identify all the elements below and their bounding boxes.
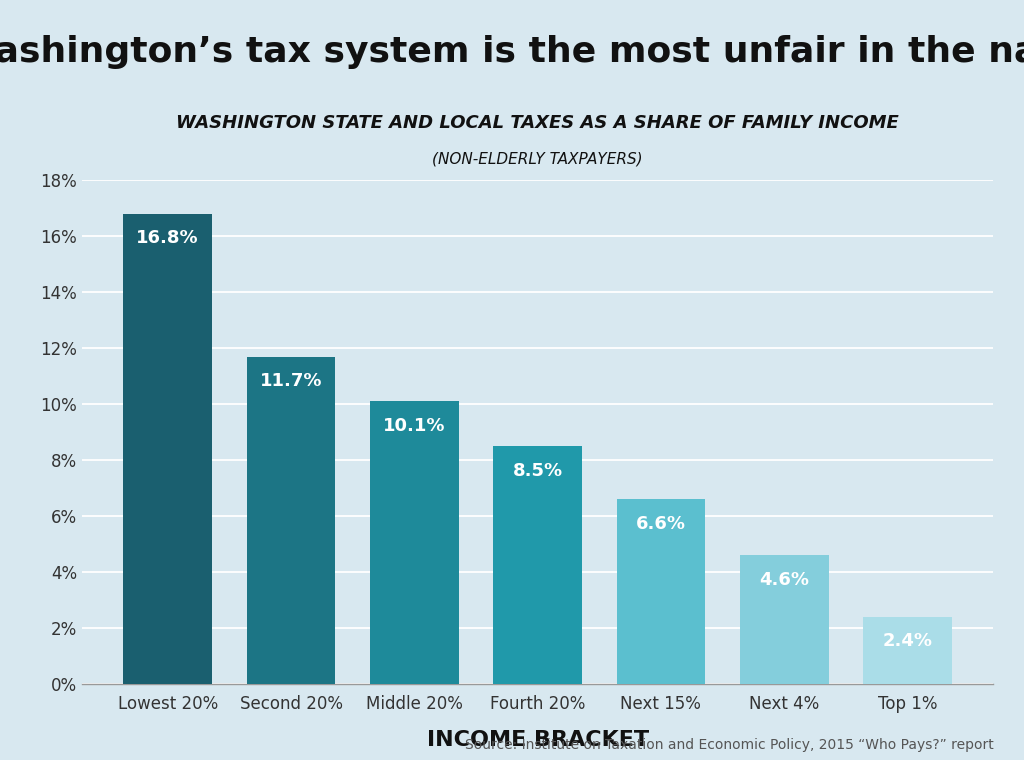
Text: 11.7%: 11.7% — [260, 372, 323, 390]
Text: 10.1%: 10.1% — [383, 416, 445, 435]
Bar — [863, 617, 952, 684]
Bar — [494, 446, 582, 684]
X-axis label: INCOME BRACKET: INCOME BRACKET — [427, 730, 648, 750]
Text: Source: Institute on Taxation and Economic Policy, 2015 “Who Pays?” report: Source: Institute on Taxation and Econom… — [465, 739, 993, 752]
Bar — [123, 214, 212, 684]
Bar — [739, 556, 828, 684]
Text: WASHINGTON STATE AND LOCAL TAXES AS A SHARE OF FAMILY INCOME: WASHINGTON STATE AND LOCAL TAXES AS A SH… — [176, 114, 899, 132]
Text: 6.6%: 6.6% — [636, 515, 686, 533]
Text: (NON-ELDERLY TAXPAYERS): (NON-ELDERLY TAXPAYERS) — [432, 152, 643, 167]
Text: 8.5%: 8.5% — [513, 461, 562, 480]
Text: Washington’s tax system is the most unfair in the nation: Washington’s tax system is the most unfa… — [0, 36, 1024, 69]
Bar — [247, 356, 336, 684]
Text: 4.6%: 4.6% — [759, 571, 809, 589]
Text: 2.4%: 2.4% — [883, 632, 933, 651]
Bar — [370, 401, 459, 684]
Bar — [616, 499, 706, 684]
Text: 16.8%: 16.8% — [136, 230, 199, 247]
